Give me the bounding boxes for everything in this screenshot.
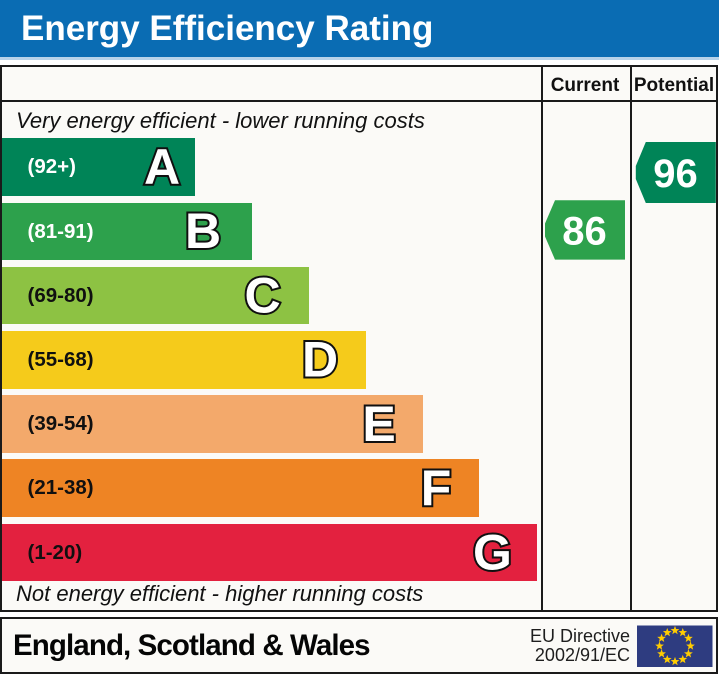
svg-text:B: B [185, 203, 221, 259]
svg-text:F: F [421, 460, 452, 516]
svg-text:D: D [302, 332, 338, 388]
svg-text:A: A [144, 139, 180, 195]
svg-text:86: 86 [562, 209, 607, 253]
svg-text:C: C [244, 268, 280, 324]
svg-text:E: E [362, 396, 395, 452]
svg-text:G: G [473, 525, 512, 581]
svg-text:96: 96 [653, 152, 698, 196]
